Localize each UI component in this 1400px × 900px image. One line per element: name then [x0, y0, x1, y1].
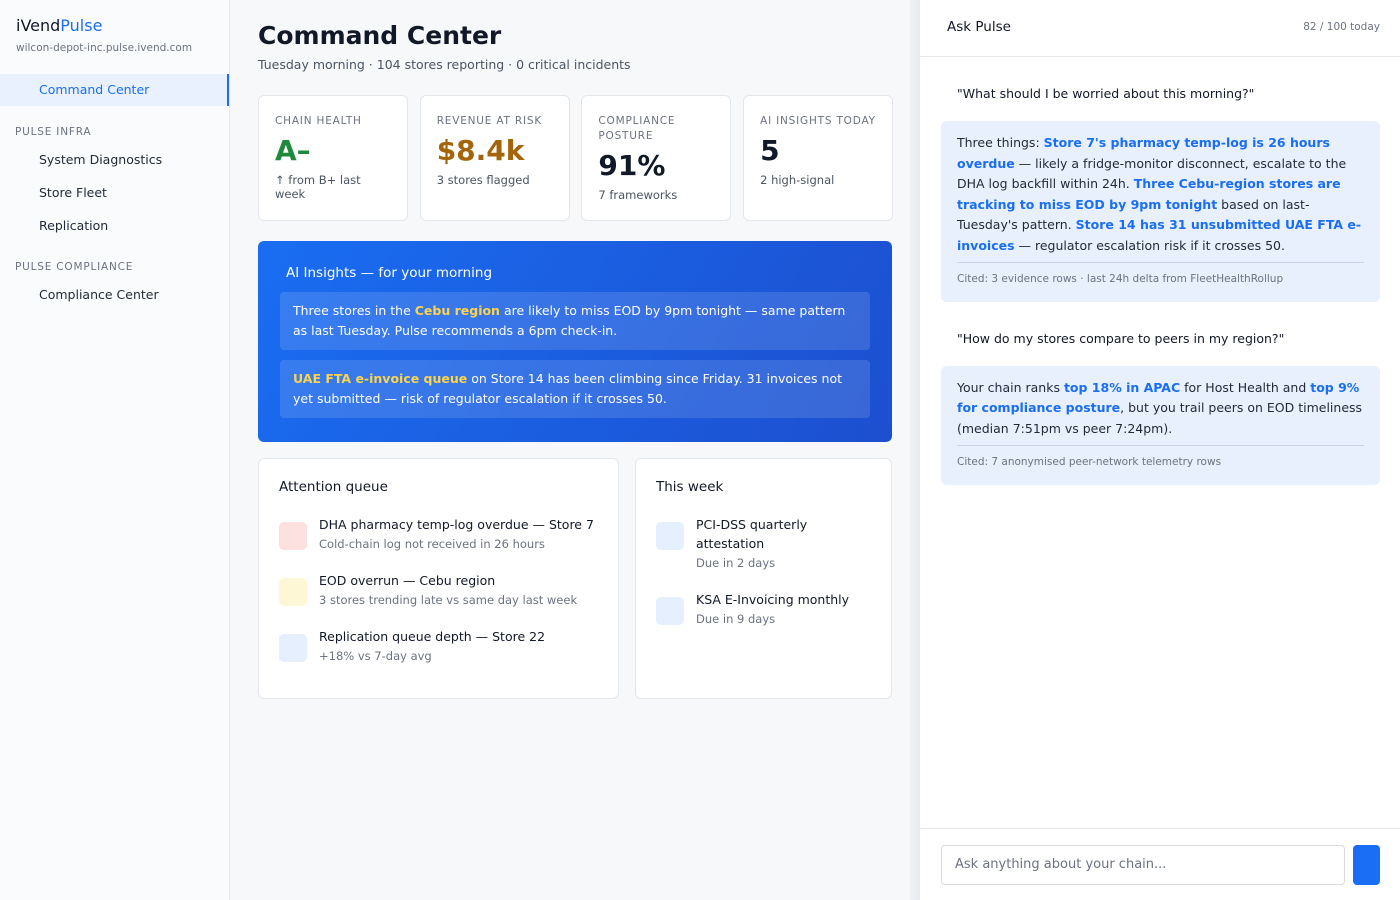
chip — [656, 522, 684, 550]
row-title: EOD overrun — Cebu region — [319, 573, 496, 588]
user-message: "How do my stores compare to peers in my… — [957, 330, 1285, 346]
kpi-note: ↑ from B+ last week — [275, 173, 361, 201]
text-run: Three things: — [957, 135, 1044, 150]
assistant-message: Three things: Store 7's pharmacy temp-lo… — [941, 121, 1380, 302]
kpi-card: CHAIN HEALTH A– ↑ from B+ last week — [258, 95, 408, 221]
text-run: on Store 14 has been climbing since Frid… — [293, 371, 842, 406]
card: This week PCI-DSS quarterly attestation Du… — [635, 458, 892, 699]
card: Attention queue DHA pharmacy temp-log ove… — [258, 458, 619, 699]
citation: Cited: 7 anonymised peer-network telemet… — [957, 445, 1364, 473]
composer: Ask anything about your chain... — [920, 828, 1400, 900]
row-text: KSA E-Invoicing monthly Due in 9 days — [696, 590, 849, 629]
card-title: Attention queue — [279, 479, 388, 495]
chip — [279, 578, 307, 606]
text-run: Three stores in the — [293, 303, 415, 318]
text-run: for Host Health and — [1180, 379, 1311, 395]
chip — [279, 522, 307, 550]
kpi-card: COMPLIANCE POSTURE 91% 7 frameworks — [581, 95, 732, 221]
kpi-value: 91% — [598, 149, 666, 182]
insights-panel: AI Insights — for your morning Three stor… — [258, 241, 892, 442]
divider — [910, 0, 920, 900]
chip — [656, 597, 684, 625]
kpi-note: 2 high-signal — [760, 173, 835, 187]
row-title: Replication queue depth — Store 22 — [319, 629, 546, 644]
row-text: EOD overrun — Cebu region 3 stores trendi… — [319, 571, 577, 610]
brand-part: iVend — [16, 16, 61, 35]
kpi-label: CHAIN HEALTH — [275, 115, 362, 127]
row-detail: Due in 2 days — [696, 556, 776, 570]
nav-heading: PULSE COMPLIANCE — [15, 261, 134, 273]
row-detail: Cold-chain log not received in 26 hours — [319, 537, 545, 551]
text-run: based on last-Tuesday's pattern. — [957, 196, 1310, 233]
text-run: Your chain ranks — [957, 379, 1064, 395]
citation: Cited: 3 evidence rows · last 24h delta … — [957, 262, 1364, 290]
kpi-note: 3 stores flagged — [436, 173, 530, 187]
highlight: UAE FTA e-invoice queue — [293, 371, 468, 386]
row-detail: +18% vs 7-day avg — [319, 649, 432, 663]
answer: Three things: Store 7's pharmacy temp-lo… — [957, 133, 1364, 256]
ask-quota: 82 / 100 today — [1303, 21, 1380, 33]
highlight: top 9% for compliance posture — [957, 379, 1360, 416]
highlight: Cebu region — [414, 303, 500, 318]
nav-item[interactable]: Command Center — [0, 74, 229, 106]
row-title: PCI-DSS quarterly attestation — [696, 517, 808, 551]
insights-title: AI Insights — for your morning — [286, 265, 493, 281]
nav-heading: PULSE INFRA — [15, 126, 92, 138]
kpi-value: 5 — [760, 134, 780, 167]
ask-header: Ask Pulse 82 / 100 today — [920, 0, 1400, 57]
ask-panel: Ask Pulse 82 / 100 today "What should I be… — [920, 0, 1400, 900]
card-title: This week — [656, 479, 724, 495]
list-row[interactable]: EOD overrun — Cebu region 3 stores trendi… — [279, 571, 598, 610]
send-button[interactable] — [1353, 845, 1380, 885]
highlight: top 18% in APAC — [1063, 379, 1181, 395]
list-row[interactable]: DHA pharmacy temp-log overdue — Store 7 C… — [279, 515, 598, 554]
nav-item[interactable]: Store Fleet — [39, 185, 107, 200]
list-row[interactable]: PCI-DSS quarterly attestation Due in 2 da… — [656, 515, 871, 573]
row-title: DHA pharmacy temp-log overdue — Store 7 — [319, 517, 594, 532]
assistant-message: Your chain ranks top 18% in APAC for Hos… — [941, 365, 1380, 485]
sidebar: iVendPulse wilcon-depot-inc.pulse.ivend.c… — [0, 0, 230, 900]
ask-title: Ask Pulse — [947, 19, 1011, 35]
chat-input[interactable]: Ask anything about your chain... — [941, 845, 1345, 885]
text-run: , but you trail peers on EOD timeliness … — [957, 400, 1363, 436]
row-title: KSA E-Invoicing monthly — [696, 592, 850, 607]
insight: Three stores in the Cebu region are like… — [280, 292, 870, 350]
row-text: PCI-DSS quarterly attestation Due in 2 da… — [696, 515, 871, 573]
insight: UAE FTA e-invoice queue on Store 14 has … — [280, 360, 870, 418]
user-message: "What should I be worried about this mor… — [957, 86, 1255, 101]
page-title: Command Center — [258, 21, 502, 50]
chip — [279, 634, 307, 662]
highlight: Three Cebu-region stores are tracking to… — [957, 176, 1341, 212]
nav-item[interactable]: System Diagnostics — [39, 152, 163, 167]
domain: wilcon-depot-inc.pulse.ivend.com — [16, 42, 193, 54]
kpi-label: REVENUE AT RISK — [436, 115, 543, 127]
brand: iVendPulse — [16, 16, 102, 35]
kpi-card: AI INSIGHTS TODAY 5 2 high-signal — [743, 95, 894, 221]
highlight: Store 14 has 31 unsubmitted UAE FTA e-in… — [957, 217, 1362, 253]
list-row[interactable]: Replication queue depth — Store 22 +18% v… — [279, 627, 598, 666]
kpi-label: AI INSIGHTS TODAY — [760, 115, 876, 127]
row-detail: 3 stores trending late vs same day last … — [319, 593, 578, 607]
kpi-note: 7 frameworks — [598, 188, 678, 202]
kpi-label: COMPLIANCE POSTURE — [598, 115, 676, 142]
kpi-card: REVENUE AT RISK $8.4k 3 stores flagged — [419, 95, 570, 221]
answer: Your chain ranks top 18% in APAC for Hos… — [957, 378, 1364, 440]
row-detail: Due in 9 days — [696, 612, 776, 626]
list-row[interactable]: KSA E-Invoicing monthly Due in 9 days — [656, 590, 871, 629]
nav-item[interactable]: Replication — [39, 218, 109, 233]
row-text: Replication queue depth — Store 22 +18% v… — [319, 627, 545, 666]
brand-part: Pulse — [60, 16, 103, 35]
kpi-value: A– — [275, 134, 311, 167]
kpi-value: $8.4k — [436, 134, 525, 167]
highlight: Store 7's pharmacy temp-log is 26 hours … — [957, 135, 1330, 171]
nav-item[interactable]: Compliance Center — [39, 287, 159, 302]
text-run: — regulator escalation risk if it crosse… — [1014, 237, 1285, 253]
text-run: are likely to miss EOD by 9pm tonight — … — [293, 303, 846, 338]
page-subtitle: Tuesday morning · 104 stores reporting ·… — [258, 57, 631, 72]
row-text: DHA pharmacy temp-log overdue — Store 7 C… — [319, 515, 594, 554]
text-run: — likely a fridge-monitor disconnect, es… — [957, 155, 1347, 192]
messages: "What should I be worried about this mor… — [941, 57, 1380, 485]
